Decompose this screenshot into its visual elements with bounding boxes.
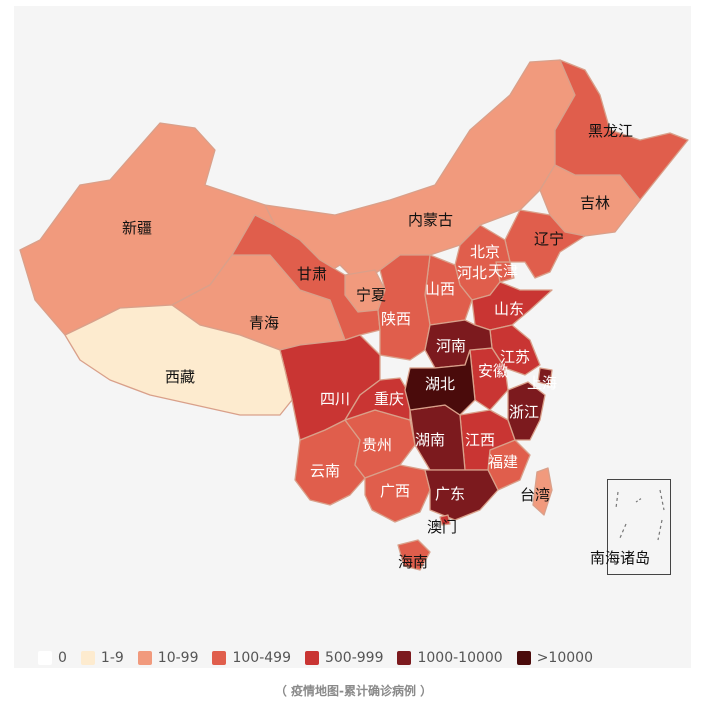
label-qinghai: 青海 [249, 314, 280, 332]
legend-swatch [304, 651, 319, 665]
region-guangdong[interactable] [424, 469, 499, 521]
label-zhejiang: 浙江 [509, 403, 540, 421]
region-hainan[interactable] [397, 539, 431, 571]
label-hubei: 湖北 [425, 375, 456, 393]
label-heilongjiang: 黑龙江 [588, 122, 634, 140]
region-guangxi[interactable] [364, 464, 431, 523]
label-gansu: 甘肃 [297, 265, 328, 283]
label-shanxi: 山西 [425, 280, 456, 298]
legend-label: 100-499 [232, 650, 291, 666]
label-sichuan: 四川 [320, 390, 351, 408]
south-china-sea-islands-icon [615, 489, 665, 541]
legend-swatch [397, 651, 412, 665]
south-china-sea-inset [607, 479, 671, 575]
legend-swatch [137, 651, 152, 665]
region-taiwan[interactable] [532, 467, 553, 516]
legend-swatch [80, 651, 95, 665]
label-chongqing: 重庆 [374, 390, 405, 408]
china-map [19, 59, 689, 571]
label-ningxia: 宁夏 [356, 286, 387, 304]
legend-label: 0 [58, 650, 67, 666]
label-liaoning: 辽宁 [534, 230, 565, 248]
legend-item-100-499[interactable]: 100-499 [212, 650, 291, 666]
region-gansu[interactable] [231, 214, 381, 341]
map-caption: （ 疫情地图-累计确诊病例 ） [274, 684, 433, 698]
label-yunnan: 云南 [310, 462, 341, 480]
region-shaanxi[interactable] [377, 254, 431, 361]
legend-item-10-99[interactable]: 10-99 [137, 650, 199, 666]
label-jiangxi: 江西 [465, 431, 496, 449]
legend-item-1000-10000[interactable]: 1000-10000 [397, 650, 503, 666]
region-aomen[interactable] [439, 514, 451, 526]
label-anhui: 安徽 [478, 362, 509, 380]
label-jilin: 吉林 [580, 194, 611, 212]
label-xinjiang: 新疆 [122, 219, 153, 237]
label-hunan: 湖南 [415, 431, 446, 449]
legend-label: 500-999 [324, 650, 384, 666]
legend-item-over-10000[interactable]: >10000 [516, 650, 593, 666]
region-hubei[interactable] [404, 349, 476, 416]
label-fujian: 福建 [488, 453, 519, 471]
label-hebei: 河北 [457, 264, 488, 282]
legend-swatch [516, 651, 531, 665]
region-zhejiang[interactable] [507, 381, 546, 441]
label-hainan: 海南 [398, 553, 429, 571]
legend-label: 1-9 [100, 650, 124, 666]
label-neimenggu: 内蒙古 [408, 211, 454, 229]
label-xizang: 西藏 [165, 368, 196, 386]
legend-item-500-999[interactable]: 500-999 [304, 650, 384, 666]
label-taiwan: 台湾 [520, 486, 551, 504]
label-beijing: 北京 [470, 243, 501, 261]
label-shanghai: 上海 [527, 374, 558, 392]
label-henan: 河南 [436, 337, 467, 355]
legend-swatch [212, 651, 227, 665]
label-jiangsu: 江苏 [500, 348, 531, 366]
legend-label: 1000-10000 [417, 650, 503, 666]
map-panel [14, 6, 691, 668]
label-guizhou: 贵州 [362, 436, 393, 454]
legend-item-1-9[interactable]: 1-9 [80, 650, 124, 666]
label-nanhai: 南海诸岛 [590, 549, 651, 567]
label-guangdong: 广东 [435, 485, 466, 503]
legend-label: >10000 [536, 650, 593, 666]
map-legend: 0 1-9 10-99 100-499 500-999 1000-10000 >… [38, 648, 607, 668]
legend-swatch [38, 651, 52, 665]
legend-item-0[interactable]: 0 [38, 650, 67, 666]
label-shandong: 山东 [494, 300, 525, 318]
region-xizang[interactable] [64, 304, 293, 416]
label-guangxi: 广西 [380, 482, 411, 500]
label-aomen: 澳门 [427, 518, 458, 536]
label-tianjin: 天津 [488, 262, 519, 280]
legend-label: 10-99 [157, 650, 199, 666]
region-heilongjiang[interactable] [554, 59, 689, 201]
region-shanghai[interactable] [537, 367, 553, 386]
label-shaanxi: 陕西 [381, 310, 412, 328]
region-henan[interactable] [424, 319, 493, 369]
